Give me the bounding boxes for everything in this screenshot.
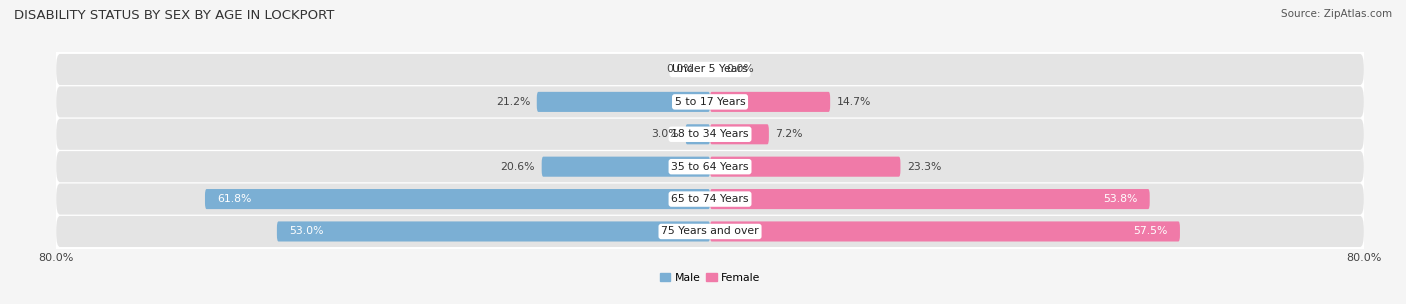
FancyBboxPatch shape <box>710 92 830 112</box>
FancyBboxPatch shape <box>710 124 769 144</box>
Text: Under 5 Years: Under 5 Years <box>672 64 748 74</box>
FancyBboxPatch shape <box>710 157 900 177</box>
Legend: Male, Female: Male, Female <box>655 269 765 287</box>
FancyBboxPatch shape <box>56 119 1364 150</box>
FancyBboxPatch shape <box>710 221 1180 241</box>
FancyBboxPatch shape <box>56 151 1364 182</box>
FancyBboxPatch shape <box>686 124 710 144</box>
Text: 18 to 34 Years: 18 to 34 Years <box>671 129 749 139</box>
Text: 21.2%: 21.2% <box>496 97 530 107</box>
FancyBboxPatch shape <box>56 54 1364 85</box>
Text: 0.0%: 0.0% <box>666 64 693 74</box>
Text: 57.5%: 57.5% <box>1133 226 1167 237</box>
FancyBboxPatch shape <box>541 157 710 177</box>
Text: 75 Years and over: 75 Years and over <box>661 226 759 237</box>
FancyBboxPatch shape <box>205 189 710 209</box>
Text: 23.3%: 23.3% <box>907 162 942 172</box>
Text: 14.7%: 14.7% <box>837 97 872 107</box>
FancyBboxPatch shape <box>537 92 710 112</box>
Text: DISABILITY STATUS BY SEX BY AGE IN LOCKPORT: DISABILITY STATUS BY SEX BY AGE IN LOCKP… <box>14 9 335 22</box>
FancyBboxPatch shape <box>56 184 1364 215</box>
Text: 53.0%: 53.0% <box>290 226 323 237</box>
Text: 0.0%: 0.0% <box>727 64 754 74</box>
Text: 53.8%: 53.8% <box>1104 194 1137 204</box>
FancyBboxPatch shape <box>56 86 1364 117</box>
FancyBboxPatch shape <box>56 216 1364 247</box>
Text: 20.6%: 20.6% <box>501 162 536 172</box>
Text: 5 to 17 Years: 5 to 17 Years <box>675 97 745 107</box>
FancyBboxPatch shape <box>277 221 710 241</box>
Text: 3.0%: 3.0% <box>651 129 679 139</box>
Text: 7.2%: 7.2% <box>776 129 803 139</box>
Text: 65 to 74 Years: 65 to 74 Years <box>671 194 749 204</box>
Text: Source: ZipAtlas.com: Source: ZipAtlas.com <box>1281 9 1392 19</box>
Text: 35 to 64 Years: 35 to 64 Years <box>671 162 749 172</box>
FancyBboxPatch shape <box>710 189 1150 209</box>
Text: 61.8%: 61.8% <box>218 194 252 204</box>
